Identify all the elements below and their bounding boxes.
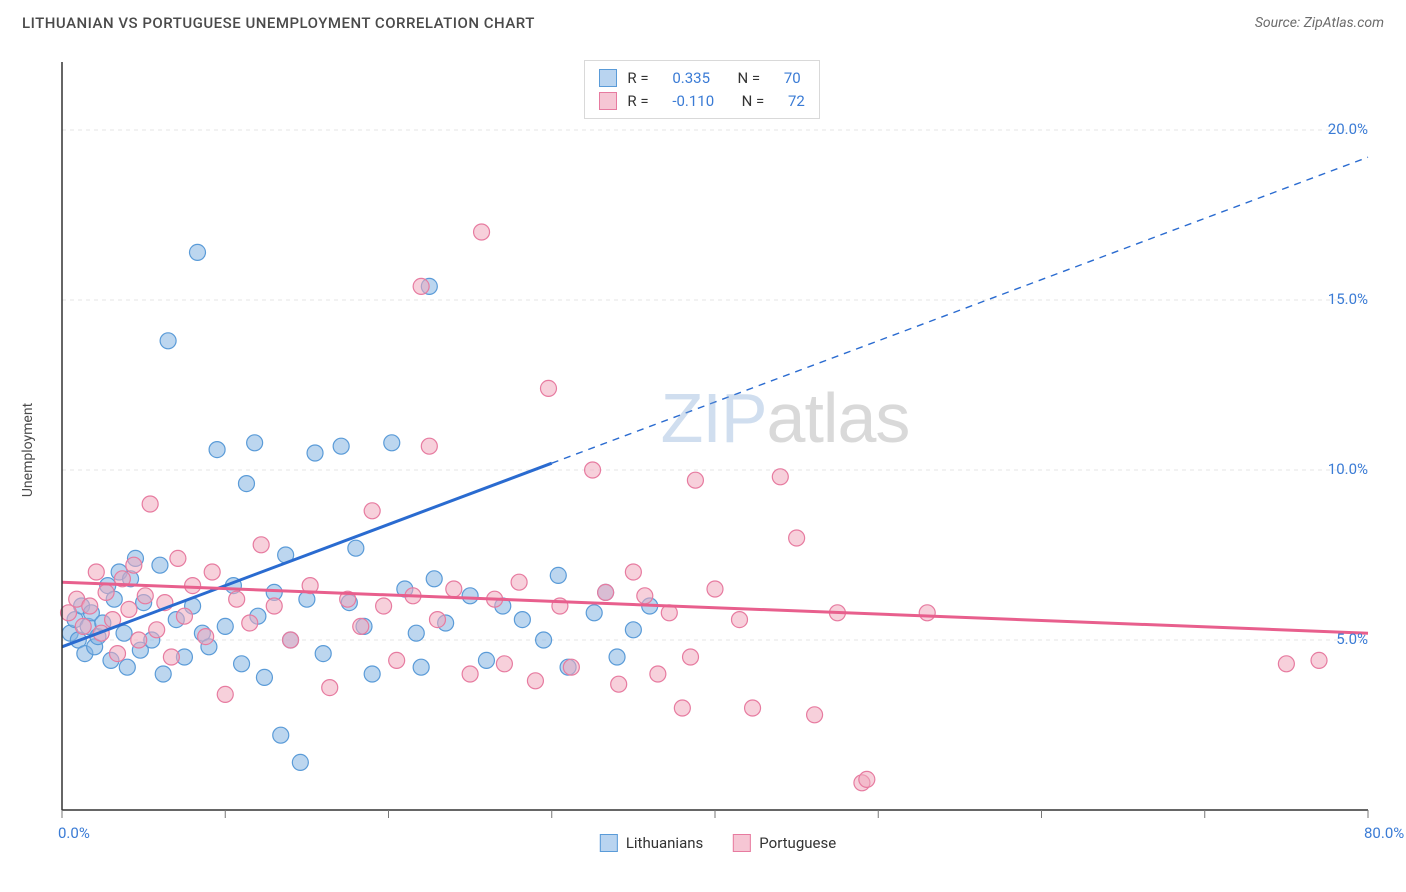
legend-row: R = 0.335 N = 70: [599, 67, 804, 90]
series-legend: Lithuanians Portuguese: [600, 834, 836, 852]
legend-swatch: [599, 92, 617, 110]
x-tick-label: 80.0%: [1364, 824, 1404, 842]
chart-area: Unemployment ZIPatlas R = 0.335 N = 70 R…: [48, 50, 1388, 850]
source-label: Source: ZipAtlas.com: [1255, 15, 1384, 31]
legend-item: Lithuanians: [600, 834, 703, 852]
y-axis-label: Unemployment: [20, 403, 36, 497]
chart-title: LITHUANIAN VS PORTUGUESE UNEMPLOYMENT CO…: [22, 14, 535, 32]
legend-item: Portuguese: [733, 834, 836, 852]
legend-swatch: [599, 69, 617, 87]
legend-swatch: [600, 834, 618, 852]
legend-swatch: [733, 834, 751, 852]
y-tick-label: 10.0%: [1328, 460, 1368, 478]
scatter-plot: [48, 50, 1388, 850]
correlation-legend: R = 0.335 N = 70 R = -0.110 N = 72: [584, 60, 819, 119]
y-tick-label: 15.0%: [1328, 290, 1368, 308]
y-tick-label: 20.0%: [1328, 120, 1368, 138]
x-tick-label: 0.0%: [58, 824, 90, 842]
legend-row: R = -0.110 N = 72: [599, 90, 804, 113]
y-tick-label: 5.0%: [1336, 630, 1368, 648]
